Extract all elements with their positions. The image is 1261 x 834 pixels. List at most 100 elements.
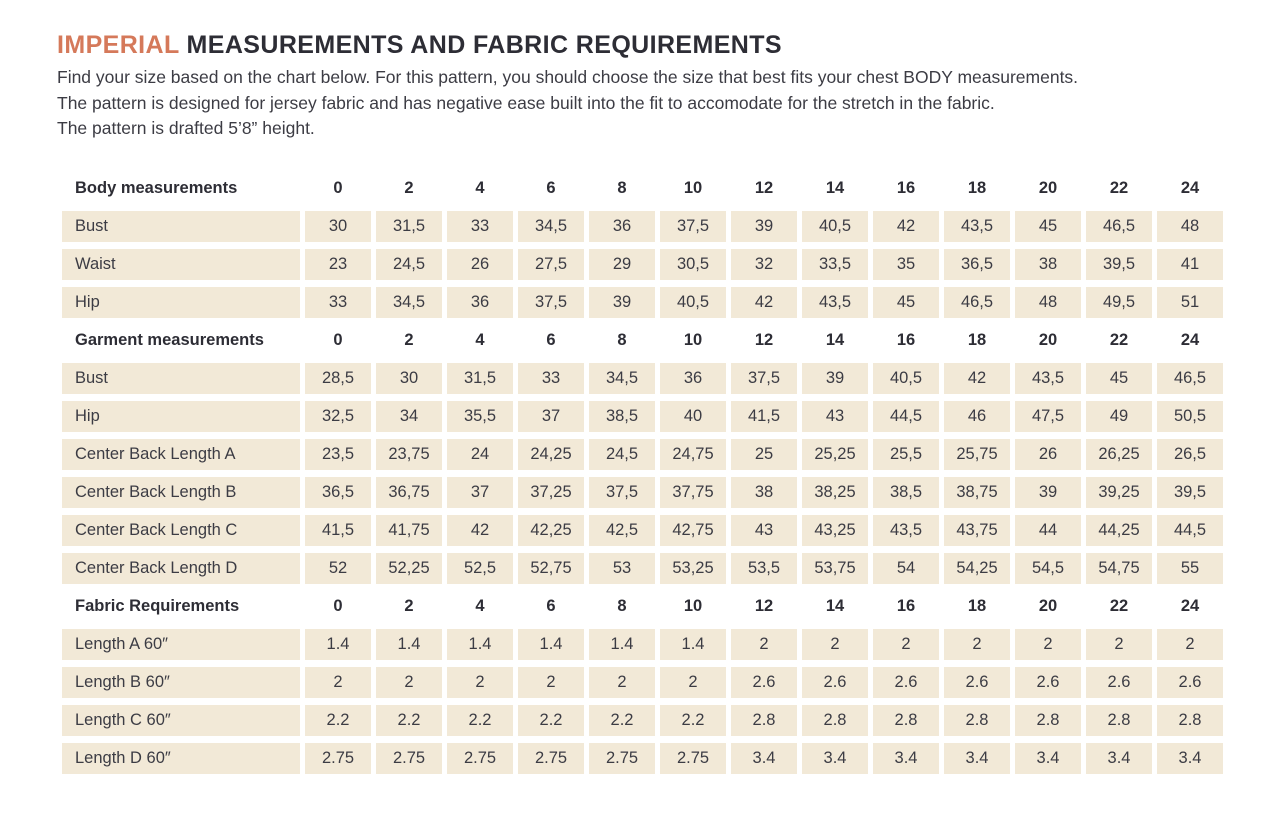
row-label: Bust [62,363,300,395]
size-column-header: 10 [683,179,703,198]
measurement-value: 42,5 [589,515,655,547]
measurement-value: 53 [589,553,655,585]
size-column-header: 4 [475,331,485,350]
measurement-value: 34,5 [376,287,442,319]
size-column-header: 24 [1180,179,1200,198]
size-column-header: 24 [1180,331,1200,350]
measurement-value: 2.6 [802,667,868,699]
measurement-value: 2 [802,629,868,661]
measurement-value: 51 [1157,287,1223,319]
measurement-value: 25,75 [944,439,1010,471]
measurement-value: 39 [731,211,797,243]
measurement-value: 3.4 [873,743,939,775]
measurement-value: 41,5 [731,401,797,433]
measurement-value: 2.2 [376,705,442,737]
measurement-value: 54,75 [1086,553,1152,585]
measurement-value: 39 [1015,477,1081,509]
measurement-value: 44,5 [873,401,939,433]
measurement-value: 38,5 [589,401,655,433]
measurement-value: 32 [731,249,797,281]
table-row: Center Back Length D 52 52,25 52,5 52,75 53 53… [62,553,1223,585]
measurement-value: 2.2 [589,705,655,737]
measurement-value: 33,5 [802,249,868,281]
measurement-value: 39,25 [1086,477,1152,509]
measurement-value: 23,75 [376,439,442,471]
size-column-header: 20 [1038,597,1058,616]
measurement-value: 3.4 [1157,743,1223,775]
measurement-value: 1.4 [518,629,584,661]
intro-line: Find your size based on the chart below.… [57,67,1079,87]
intro-line: The pattern is designed for jersey fabri… [57,92,995,113]
measurement-value: 2.6 [873,667,939,699]
measurement-value: 43,5 [873,515,939,547]
measurement-value: 2 [731,629,797,661]
measurement-value: 33 [518,363,584,395]
measurement-value: 25,5 [873,439,939,471]
measurement-value: 1.4 [305,629,371,661]
measurement-value: 37,5 [731,363,797,395]
section-header-row: Garment measurements 0 2 4 6 8 10 12 14 16 18 20 22 2… [62,325,1223,356]
measurement-value: 52,25 [376,553,442,585]
page-title-rest: MEASUREMENTS AND FABRIC REQUIREMENTS [179,31,782,59]
measurement-value: 38 [731,477,797,509]
table-row: Bust 28,5 30 31,5 33 34,5 36 37,5 39 40,5 42 43,5 45… [62,363,1223,395]
measurement-value: 2.75 [447,743,513,775]
measurement-value: 2 [447,667,513,699]
measurement-value: 43,25 [802,515,868,547]
measurement-value: 2.8 [1086,705,1152,737]
measurement-value: 2.75 [518,743,584,775]
measurement-value: 2.2 [305,705,371,737]
measurement-value: 40,5 [802,211,868,243]
measurement-value: 2.6 [1015,667,1081,699]
table-row: Center Back Length A 23,5 23,75 24 24,25 24,5… [62,439,1223,471]
size-column-header: 14 [825,179,845,198]
size-column-header: 16 [896,331,916,350]
measurement-value: 36,75 [376,477,442,509]
measurement-value: 52,5 [447,553,513,585]
measurement-value: 3.4 [802,743,868,775]
measurement-value: 43,5 [802,287,868,319]
size-column-header: 2 [404,179,414,198]
measurement-value: 2.75 [589,743,655,775]
table-row: Length B 60″ 2 2 2 2 2 2 2.6 2.6 2.6 2.6 2.6 2.6 2.6 [62,667,1223,699]
measurement-value: 32,5 [305,401,371,433]
measurement-value: 25 [731,439,797,471]
size-column-header: 20 [1038,179,1058,198]
row-label: Hip [62,401,300,433]
intro-text: Find your size based on the chart below.… [57,65,1221,142]
measurement-value: 37,5 [589,477,655,509]
measurement-value: 2 [660,667,726,699]
size-column-header: 6 [546,179,556,198]
measurement-value: 43 [731,515,797,547]
measurement-value: 42 [873,211,939,243]
measurement-value: 37,75 [660,477,726,509]
measurement-value: 24 [447,439,513,471]
measurement-value: 46,5 [1157,363,1223,395]
measurement-value: 29 [589,249,655,281]
row-label: Center Back Length B [62,477,300,509]
measurement-value: 35,5 [447,401,513,433]
measurement-value: 3.4 [1086,743,1152,775]
measurement-value: 42,25 [518,515,584,547]
section-header-label: Garment measurements [75,331,264,350]
section-header-label: Fabric Requirements [75,597,240,616]
size-table: Body measurements 0 2 4 6 8 10 12 14 16 18 20 22 24 Bu… [62,173,1223,775]
measurement-value: 43,5 [1015,363,1081,395]
table-row: Hip 32,5 34 35,5 37 38,5 40 41,5 43 44,5 46 47,5 49 5… [62,401,1223,433]
measurement-value: 41,75 [376,515,442,547]
size-column-header: 8 [617,597,627,616]
size-column-header: 12 [754,179,774,198]
measurement-value: 2 [1086,629,1152,661]
measurement-value: 2 [589,667,655,699]
table-row: Hip 33 34,5 36 37,5 39 40,5 42 43,5 45 46,5 48 49,5 5… [62,287,1223,319]
measurement-value: 36 [589,211,655,243]
measurement-value: 2.8 [1157,705,1223,737]
measurement-value: 36 [660,363,726,395]
measurement-value: 2 [376,667,442,699]
measurement-value: 39,5 [1086,249,1152,281]
measurement-value: 44,25 [1086,515,1152,547]
row-label: Waist [62,249,300,281]
size-column-header: 22 [1109,331,1129,350]
size-column-header: 10 [683,597,703,616]
measurement-value: 41 [1157,249,1223,281]
